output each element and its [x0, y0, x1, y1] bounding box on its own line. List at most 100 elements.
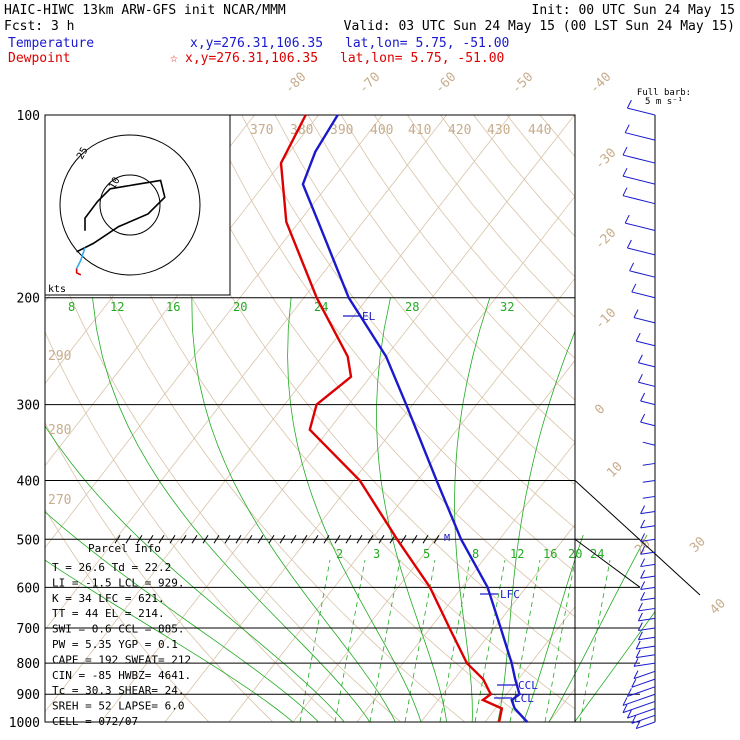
m-label: M: [444, 533, 450, 544]
wind-barb: [622, 195, 656, 205]
pressure-tick-label: 500: [17, 533, 40, 548]
wind-barb: [636, 654, 656, 659]
lcl-label: LCL: [514, 692, 534, 705]
dry-adiabat: [539, 115, 575, 158]
hatch-mark: [257, 535, 264, 544]
isotherm-line: [228, 277, 575, 722]
parcel-info-title: Parcel Info: [88, 542, 161, 555]
dry-adiabat: [672, 115, 740, 722]
wind-barb: [622, 154, 656, 164]
mixing-ratio-label: 12: [510, 547, 524, 561]
wind-barb-flag: [640, 558, 646, 567]
wind-barb: [633, 670, 656, 680]
wind-barb-flag: [624, 214, 630, 224]
parcel-info-row: Tc = 30.3 SHEAR= 24.: [52, 684, 184, 697]
wind-barb: [627, 107, 656, 116]
wind-barb-flag: [637, 354, 643, 363]
sounding-profiles: [279, 114, 529, 723]
lfc-label: LFC: [500, 588, 520, 601]
pressure-tick-label: 1000: [9, 716, 40, 731]
dry-adiabat: [506, 115, 575, 197]
isotherm-label: -80: [282, 70, 309, 97]
mixing-ratio-label: 3: [373, 547, 380, 561]
hodograph-trace: [75, 247, 86, 269]
init-time: Init: 00 UTC Sun 24 May 15: [532, 3, 736, 18]
wind-barb: [640, 421, 656, 427]
pressure-tick-label: 600: [17, 581, 40, 596]
frame-slant: [574, 538, 641, 588]
pressure-tick-label: 200: [17, 292, 40, 307]
isotherm-label: 30: [687, 534, 709, 556]
hatch-mark: [356, 535, 363, 544]
dry-adiabat: [142, 115, 575, 663]
isotherm-line: [45, 115, 447, 631]
isotherm-label: 40: [707, 596, 729, 618]
hodograph-frame: [44, 114, 231, 296]
wind-barb: [638, 636, 656, 641]
theta-label: 270: [48, 493, 71, 508]
moist-adiabat-label: 8: [68, 300, 75, 314]
pressure-tick-label: 700: [17, 622, 40, 637]
wind-barb-flag: [622, 167, 628, 177]
dry-adiabat: [108, 115, 575, 710]
isotherm-line: [548, 688, 575, 722]
theta-label: 400: [370, 123, 393, 138]
moist-adiabat: [523, 298, 688, 722]
dry-adiabat: [572, 115, 575, 118]
level-markers: EL M LFC CCL LCL: [343, 310, 538, 705]
valid-time: Valid: 03 UTC Sun 24 May 15 (00 LST Sun …: [344, 19, 735, 34]
theta-label: 410: [408, 123, 431, 138]
mixing-ratio-label: 8: [472, 547, 479, 561]
hatch-mark: [422, 535, 429, 544]
wind-barb-flag: [640, 519, 646, 529]
moist-adiabat: [548, 535, 648, 722]
temperature-profile: [301, 114, 529, 723]
pressure-tick-label: 100: [17, 109, 40, 124]
wind-barb-flag: [622, 146, 628, 156]
hodograph-trace: [75, 268, 82, 276]
ccl-label: CCL: [518, 679, 538, 692]
hatch-mark: [136, 535, 143, 544]
hodograph-ring-outer: [59, 134, 201, 276]
isotherm-label: 0: [592, 402, 608, 418]
wind-barb: [625, 222, 656, 232]
forecast-hour: Fcst: 3 h: [4, 19, 74, 34]
hatch-mark: [268, 535, 275, 544]
isotherm-line: [164, 195, 575, 722]
dry-adiabat: [45, 120, 466, 722]
wind-barb-flag: [640, 505, 646, 514]
moist-adiabat-label: 20: [233, 300, 247, 314]
wind-barb-flag: [622, 704, 628, 713]
dewpoint-star-icon: ☆: [170, 51, 178, 66]
wind-barb: [627, 708, 656, 719]
wind-barb-flag: [635, 332, 641, 342]
isotherm-label: 10: [604, 459, 626, 481]
hatch-mark: [147, 535, 154, 544]
isotherm-line: [45, 115, 511, 713]
wind-barbs: [622, 99, 656, 730]
frame-slant: [574, 480, 701, 596]
wind-barb: [640, 551, 656, 555]
wind-barb: [631, 291, 656, 299]
wind-barb-flag: [637, 622, 643, 631]
wind-barb: [640, 400, 656, 406]
dry-adiabat: [45, 232, 402, 722]
wind-barb-flag: [640, 533, 646, 542]
isotherm-line: [100, 115, 575, 722]
dry-adiabat: [639, 115, 740, 722]
pressure-tick-label: 800: [17, 657, 40, 672]
hatch-mark: [191, 535, 198, 544]
wind-barb: [638, 381, 656, 387]
isotherm-line: [484, 605, 575, 722]
dewpoint-legend-label: Dewpoint: [8, 51, 71, 66]
wind-barb: [625, 132, 656, 141]
hodograph: [44, 114, 231, 296]
hatch-mark: [411, 535, 418, 544]
hodograph-ring-inner-label: 10: [107, 176, 123, 192]
hatch-mark: [169, 535, 176, 544]
dry-adiabat: [208, 115, 575, 573]
wind-barb: [636, 340, 656, 347]
dry-adiabat: [75, 115, 530, 722]
dry-adiabat: [45, 331, 338, 722]
